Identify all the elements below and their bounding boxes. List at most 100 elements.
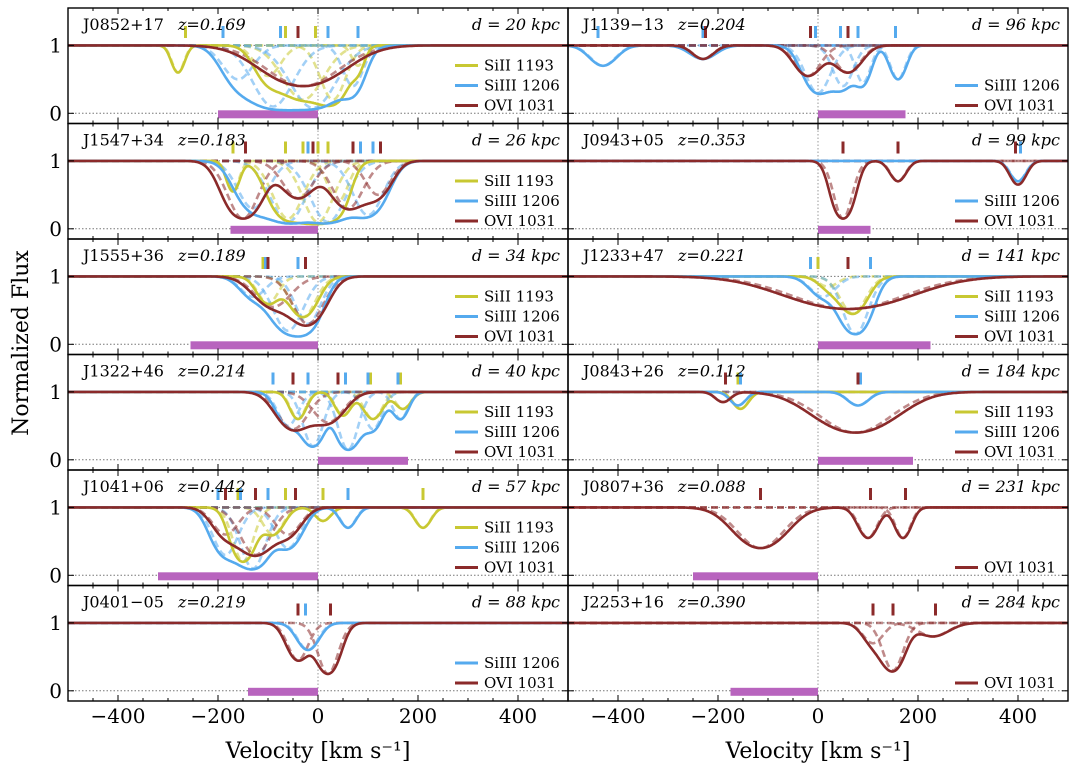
panel-redshift-j1233-47: z=0.221 bbox=[677, 246, 746, 265]
panel-distance-j1322-46: d = 40 kpc bbox=[472, 362, 560, 381]
legend-label-ovi-1031: OVI 1031 bbox=[984, 674, 1056, 692]
component-tick-siiii-1206-0 bbox=[809, 257, 812, 269]
component-tick-siiii-1206-2 bbox=[326, 26, 330, 38]
panel-distance-j0401-05: d = 88 kpc bbox=[472, 593, 560, 612]
y-tick-label: 0 bbox=[49, 332, 62, 356]
component-tick-ovi-1031-1 bbox=[329, 603, 332, 616]
component-tick-ovi-1031-1 bbox=[869, 488, 872, 500]
legend-label-siii-1193: SiII 1193 bbox=[484, 288, 554, 306]
component-tick-siiii-1206-1 bbox=[296, 257, 300, 269]
y-tick-label: 0 bbox=[49, 217, 62, 241]
velocity-range-bar bbox=[730, 687, 818, 696]
component-tick-ovi-1031-0 bbox=[296, 603, 300, 616]
panel-name-j1139-13: J1139−13 bbox=[581, 15, 664, 34]
component-ovi-1031-0 bbox=[568, 621, 1068, 645]
component-tick-siiii-1206-0 bbox=[271, 372, 275, 385]
panel-distance-j0852-17: d = 20 kpc bbox=[472, 15, 560, 34]
component-tick-siiii-1206-1 bbox=[701, 26, 705, 38]
x-tick-label: 200 bbox=[399, 704, 437, 728]
profile-ovi-1031 bbox=[68, 390, 568, 432]
component-tick-ovi-1031-2 bbox=[1014, 141, 1017, 154]
panel-j1322-46 bbox=[68, 354, 568, 470]
component-tick-siiii-1206-1 bbox=[239, 488, 242, 500]
panel-name-j0807-36: J0807+36 bbox=[581, 477, 664, 496]
component-tick-siiii-1206-0 bbox=[264, 257, 267, 269]
axes-layer: 0 1 0 1 0 1 0 1 0 1 0 1 −400 −200 0 200 400 −400 −200 0 200 4… bbox=[49, 7, 1069, 728]
y-tick-label: 0 bbox=[49, 679, 62, 703]
panel-name-j0852-17: J0852+17 bbox=[81, 15, 164, 34]
component-tick-ovi-1031-1 bbox=[809, 26, 812, 38]
legend-label-ovi-1031: OVI 1031 bbox=[484, 212, 556, 230]
component-tick-siiii-1206-3 bbox=[839, 26, 842, 38]
component-tick-ovi-1031-0 bbox=[841, 141, 845, 154]
component-tick-ovi-1031-1 bbox=[311, 141, 315, 154]
profile-ovi-1031 bbox=[568, 621, 1068, 673]
velocity-range-bar bbox=[818, 456, 913, 465]
component-tick-ovi-1031-0 bbox=[846, 257, 850, 269]
panel-redshift-j0843-26: z=0.112 bbox=[677, 362, 746, 381]
component-tick-siii-1193-2 bbox=[399, 372, 402, 385]
panel-distance-j1041-06: d = 57 kpc bbox=[472, 477, 560, 496]
velocity-range-bar bbox=[190, 341, 318, 350]
x-tick-label: 400 bbox=[999, 704, 1037, 728]
component-tick-siii-1193-0 bbox=[816, 257, 820, 269]
panel-distance-j0843-26: d = 184 kpc bbox=[962, 362, 1060, 381]
panel-name-j1555-36: J1555+36 bbox=[81, 246, 164, 265]
profile-ovi-1031 bbox=[568, 390, 1068, 434]
component-ovi-1031-0 bbox=[568, 506, 1068, 550]
panel-name-j2253-16: J2253+16 bbox=[581, 593, 664, 612]
legend-label-siii-1193: SiII 1193 bbox=[484, 403, 554, 421]
x-tick-label: −400 bbox=[591, 704, 646, 728]
x-tick-label: −400 bbox=[91, 704, 146, 728]
panel-distance-j2253-16: d = 284 kpc bbox=[962, 593, 1060, 612]
y-tick-label: 0 bbox=[49, 563, 62, 587]
panel-redshift-j0807-36: z=0.088 bbox=[677, 477, 746, 496]
component-tick-siiii-1206-1 bbox=[359, 141, 362, 154]
velocity-range-bar bbox=[158, 572, 318, 581]
legend-label-ovi-1031: OVI 1031 bbox=[484, 674, 556, 692]
legend-label-ovi-1031: OVI 1031 bbox=[484, 559, 556, 577]
component-tick-ovi-1031-0 bbox=[266, 257, 270, 269]
component-tick-siiii-1206-5 bbox=[894, 26, 897, 38]
y-tick-label: 1 bbox=[49, 611, 62, 635]
y-tick-label: 0 bbox=[49, 101, 62, 125]
profile-ovi-1031 bbox=[568, 159, 1068, 220]
legend-label-ovi-1031: OVI 1031 bbox=[484, 97, 556, 115]
profile-ovi-1031 bbox=[68, 44, 568, 88]
legend-label-siii-1193: SiII 1193 bbox=[484, 172, 554, 190]
panel-name-j1041-06: J1041+06 bbox=[81, 477, 164, 496]
component-tick-siii-1193-4 bbox=[326, 141, 330, 154]
component-tick-siii-1193-3 bbox=[316, 141, 320, 154]
component-tick-ovi-1031-0 bbox=[724, 372, 727, 385]
component-tick-siiii-1206-0 bbox=[221, 26, 225, 38]
profile-ovi-1031 bbox=[568, 506, 1068, 550]
x-tick-label: 200 bbox=[899, 704, 937, 728]
panel-redshift-j1139-13: z=0.204 bbox=[677, 15, 746, 34]
profile-ovi-1031 bbox=[568, 275, 1068, 311]
panel-j0843-26 bbox=[568, 354, 1068, 470]
panel-j1139-13 bbox=[568, 8, 1068, 124]
y-tick-label: 0 bbox=[49, 448, 62, 472]
panel-redshift-j2253-16: z=0.390 bbox=[677, 593, 746, 612]
y-tick-label: 1 bbox=[49, 264, 62, 288]
component-tick-ovi-1031-1 bbox=[254, 488, 257, 500]
panel-name-j0843-26: J0843+26 bbox=[581, 362, 664, 381]
panel-distance-j1547-34: d = 26 kpc bbox=[472, 131, 560, 150]
velocity-range-bar bbox=[818, 110, 906, 119]
panel-name-j1547-34: J1547+34 bbox=[81, 131, 164, 150]
component-tick-siii-1193-2 bbox=[314, 26, 317, 38]
legend-label-siiii-1206: SiIII 1206 bbox=[484, 192, 560, 210]
x-tick-label: 0 bbox=[312, 704, 325, 728]
component-tick-siii-1193-3 bbox=[421, 488, 425, 500]
legend-label-siiii-1206: SiIII 1206 bbox=[984, 77, 1060, 95]
component-tick-siiii-1206-1 bbox=[306, 372, 310, 385]
component-tick-ovi-1031-1 bbox=[304, 257, 307, 269]
component-tick-siii-1193-0 bbox=[261, 257, 265, 269]
component-tick-ovi-1031-0 bbox=[296, 26, 300, 38]
component-tick-siiii-1206-2 bbox=[266, 488, 270, 500]
legend-label-ovi-1031: OVI 1031 bbox=[984, 443, 1056, 461]
component-tick-ovi-1031-0 bbox=[291, 372, 295, 385]
x-tick-label: 400 bbox=[499, 704, 537, 728]
legend-label-siiii-1206: SiIII 1206 bbox=[484, 539, 560, 557]
